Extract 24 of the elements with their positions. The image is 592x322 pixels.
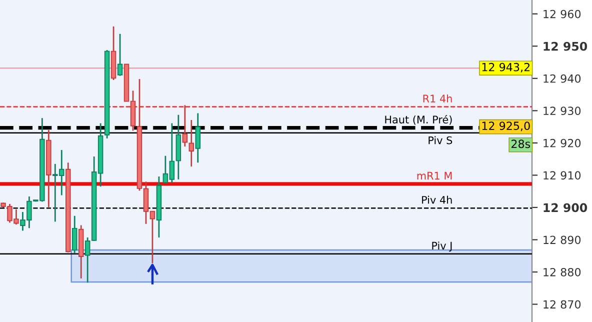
candlestick [195,112,201,164]
candlestick [182,104,188,148]
y-tick-label: 12 910 [544,171,581,180]
ref-line-label: mR1 M [417,172,452,180]
y-tick-label: 12 930 [544,106,581,116]
y-tick-label: 12 920 [544,138,581,148]
y-tick-label: 12 900 [544,203,588,212]
ref-line-label: Piv 4h [422,196,452,204]
y-tick-label: 12 960 [544,10,581,18]
y-tick-label: 12 940 [544,74,581,83]
ref-line-label: 12 943,2 [482,62,530,72]
annotation: 28s [512,140,530,148]
y-tick-label: 12 870 [544,300,581,309]
y-tick-label: 12 880 [544,268,581,276]
candlestick [117,33,123,77]
ref-line-label: Piv S [428,136,452,144]
y-tick-label: 12 950 [544,42,588,51]
candlestick [72,215,78,254]
annotation: 12 925,0 [482,122,530,132]
candlestick [188,119,194,168]
ref-line-label: R1 4h [423,94,452,102]
ref-line-label: Piv J [432,242,452,252]
ref-line-label: Haut (M. Pré) [385,115,452,125]
y-tick-label: 12 890 [544,236,581,244]
